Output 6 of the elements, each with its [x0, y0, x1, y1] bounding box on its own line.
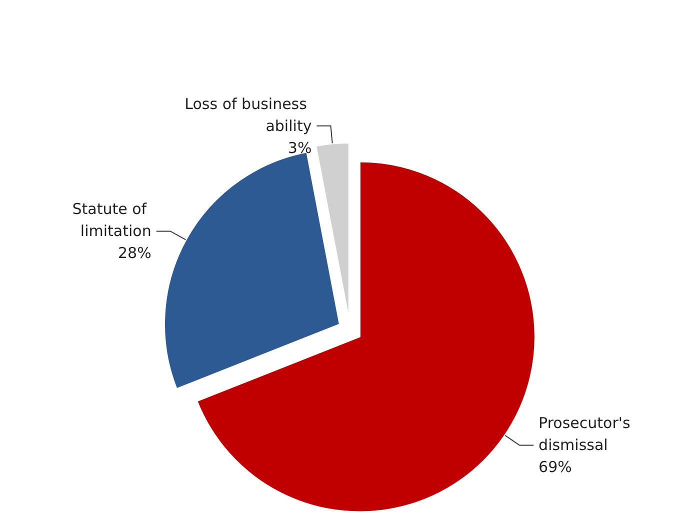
slice-label: Prosecutor's dismissal	[538, 414, 636, 454]
data-label: 3%	[288, 138, 312, 157]
data-label: 28%	[118, 244, 152, 262]
slice-label: Loss of business ability	[184, 94, 312, 135]
slice-label: Statute of limitation	[72, 200, 152, 240]
data-label: 69%	[538, 458, 572, 476]
